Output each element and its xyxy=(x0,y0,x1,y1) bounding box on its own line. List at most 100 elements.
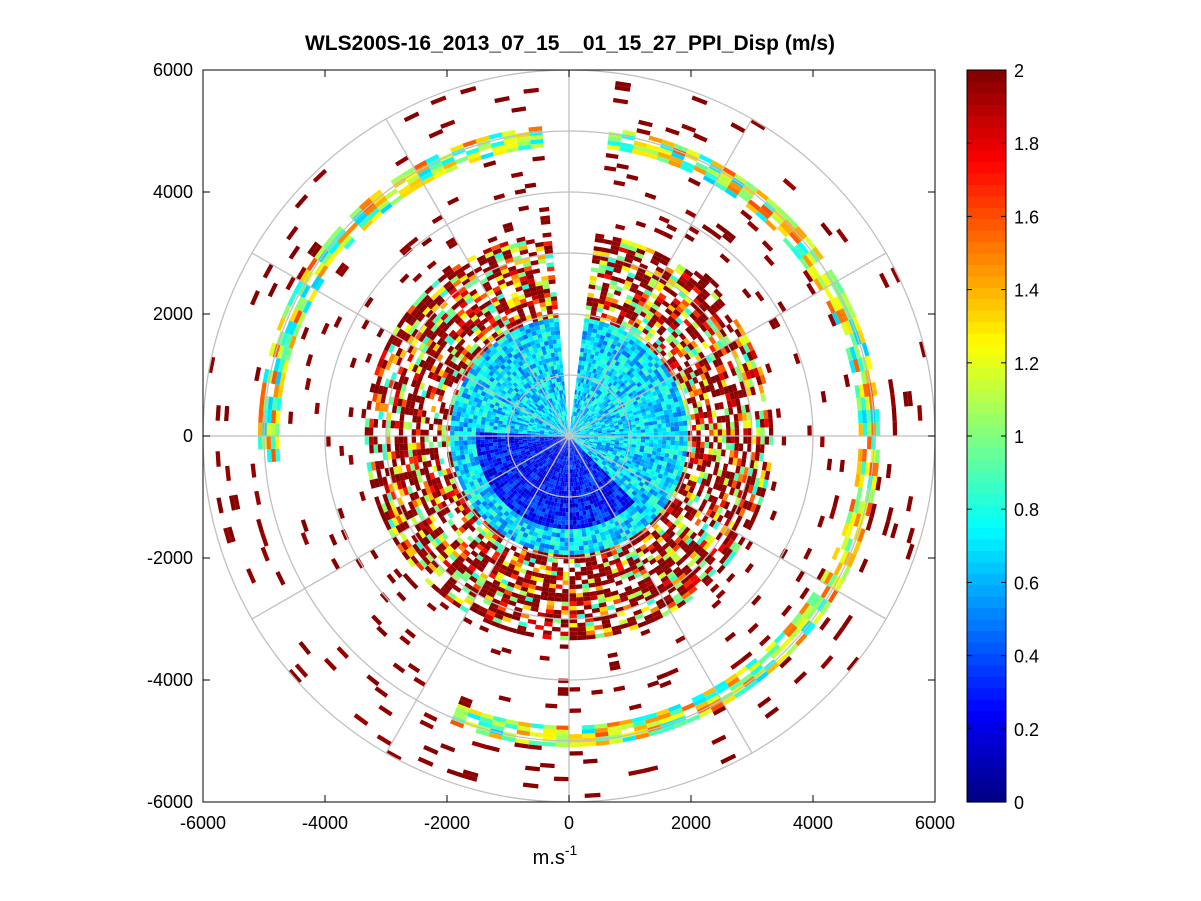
data-cell xyxy=(554,497,558,503)
data-cell xyxy=(484,443,490,448)
data-cell xyxy=(411,436,417,443)
data-cell xyxy=(566,460,568,466)
data-cell xyxy=(636,426,641,431)
data-cell xyxy=(605,455,611,460)
data-cell xyxy=(511,477,518,483)
data-cell xyxy=(536,501,542,507)
data-cell xyxy=(615,377,621,383)
data-cell xyxy=(589,437,594,440)
data-cell xyxy=(548,433,553,435)
data-cell xyxy=(522,431,528,435)
data-cell xyxy=(585,557,592,563)
data-cell xyxy=(581,506,586,512)
data-cell xyxy=(606,432,612,435)
data-cell xyxy=(600,413,606,418)
data-cell xyxy=(572,511,577,517)
data-cell xyxy=(459,416,465,423)
data-cell xyxy=(554,400,558,406)
data-cell xyxy=(555,443,560,447)
data-cell xyxy=(573,528,578,534)
data-cell xyxy=(576,468,579,473)
data-cell xyxy=(599,474,605,480)
data-cell xyxy=(520,467,526,473)
data-cell xyxy=(611,469,616,475)
data-cell xyxy=(546,531,553,537)
data-cell xyxy=(535,480,540,486)
data-cell xyxy=(696,430,701,436)
data-cell xyxy=(589,419,594,423)
data-cell xyxy=(543,466,548,471)
data-cell xyxy=(575,422,579,427)
data-cell xyxy=(570,465,572,470)
data-cell xyxy=(571,438,575,442)
data-cell xyxy=(488,428,494,433)
data-cell xyxy=(539,432,545,434)
data-cell xyxy=(587,399,592,405)
data-cell xyxy=(510,443,515,447)
data-cell xyxy=(569,559,575,564)
data-cell xyxy=(545,385,550,391)
data-cell xyxy=(597,496,603,502)
data-cell xyxy=(565,424,567,429)
data-cell xyxy=(573,481,576,487)
data-cell xyxy=(537,467,542,472)
data-cell xyxy=(606,437,612,440)
data-cell xyxy=(617,408,623,413)
data-cell xyxy=(610,441,615,445)
data-cell xyxy=(580,439,585,442)
data-cell xyxy=(605,491,611,497)
data-cell xyxy=(630,449,636,454)
data-cell xyxy=(514,438,519,441)
data-cell xyxy=(570,443,572,449)
data-cell xyxy=(545,443,551,447)
data-cell xyxy=(552,438,558,440)
data-cell xyxy=(556,419,560,423)
data-cell xyxy=(556,458,560,464)
data-cell xyxy=(632,400,639,406)
data-cell xyxy=(596,460,602,465)
data-cell xyxy=(598,403,604,408)
data-cell xyxy=(525,473,531,478)
data-cell xyxy=(669,417,675,423)
data-cell xyxy=(433,447,439,454)
data-cell xyxy=(556,575,563,581)
data-cell xyxy=(558,386,561,391)
data-cell xyxy=(632,433,637,436)
data-cell xyxy=(592,475,597,480)
data-cell xyxy=(546,309,553,315)
data-cell xyxy=(572,520,577,525)
data-cell xyxy=(559,422,563,427)
data-cell xyxy=(571,490,575,496)
data-cell xyxy=(560,412,563,417)
data-cell xyxy=(598,397,604,402)
data-cell xyxy=(571,430,575,434)
data-cell xyxy=(594,383,599,389)
data-cell xyxy=(613,446,619,450)
data-cell xyxy=(538,497,544,503)
data-cell xyxy=(604,470,610,475)
data-cell xyxy=(572,406,575,412)
data-cell xyxy=(549,440,554,444)
data-cell xyxy=(560,441,564,445)
data-cell xyxy=(472,448,478,453)
data-cell xyxy=(579,448,584,452)
data-cell xyxy=(542,408,547,413)
data-cell xyxy=(622,384,628,390)
data-cell xyxy=(584,455,588,460)
data-cell xyxy=(586,482,591,488)
data-cell xyxy=(587,410,592,415)
data-cell xyxy=(644,439,650,444)
data-cell xyxy=(606,428,611,432)
data-cell xyxy=(528,470,534,475)
data-cell xyxy=(530,416,536,421)
data-cell xyxy=(542,503,548,509)
data-cell xyxy=(569,503,573,508)
data-cell xyxy=(575,416,578,422)
data-cell xyxy=(569,580,576,585)
data-cell xyxy=(546,486,551,492)
data-cell xyxy=(553,317,560,323)
data-cell xyxy=(582,592,591,598)
data-cell xyxy=(450,430,455,436)
data-cell xyxy=(635,447,640,452)
data-cell xyxy=(583,465,587,471)
